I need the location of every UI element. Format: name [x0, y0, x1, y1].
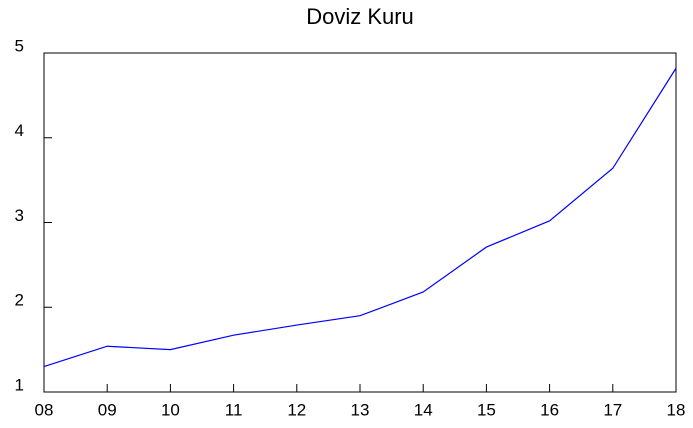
x-tick-label: 13 [351, 400, 370, 419]
y-tick-label: 5 [15, 36, 24, 55]
x-tick-label: 10 [161, 400, 180, 419]
y-tick-label: 1 [15, 375, 24, 394]
plot-frame [43, 52, 677, 393]
x-tick-label: 14 [414, 400, 433, 419]
y-tick-label: 3 [15, 206, 24, 225]
x-tick-label: 08 [35, 400, 54, 419]
x-tick-label: 18 [667, 400, 686, 419]
x-tick-label: 16 [540, 400, 559, 419]
x-tick-label: 09 [98, 400, 117, 419]
y-tick-label: 2 [15, 291, 24, 310]
x-tick-label: 11 [225, 400, 243, 419]
x-tick-label: 12 [287, 400, 306, 419]
x-tick-label: 15 [477, 400, 496, 419]
data-line [43, 67, 677, 368]
y-tick-label: 4 [15, 121, 24, 140]
chart-title: Doviz Kuru [306, 4, 414, 29]
x-tick-label: 17 [603, 400, 622, 419]
